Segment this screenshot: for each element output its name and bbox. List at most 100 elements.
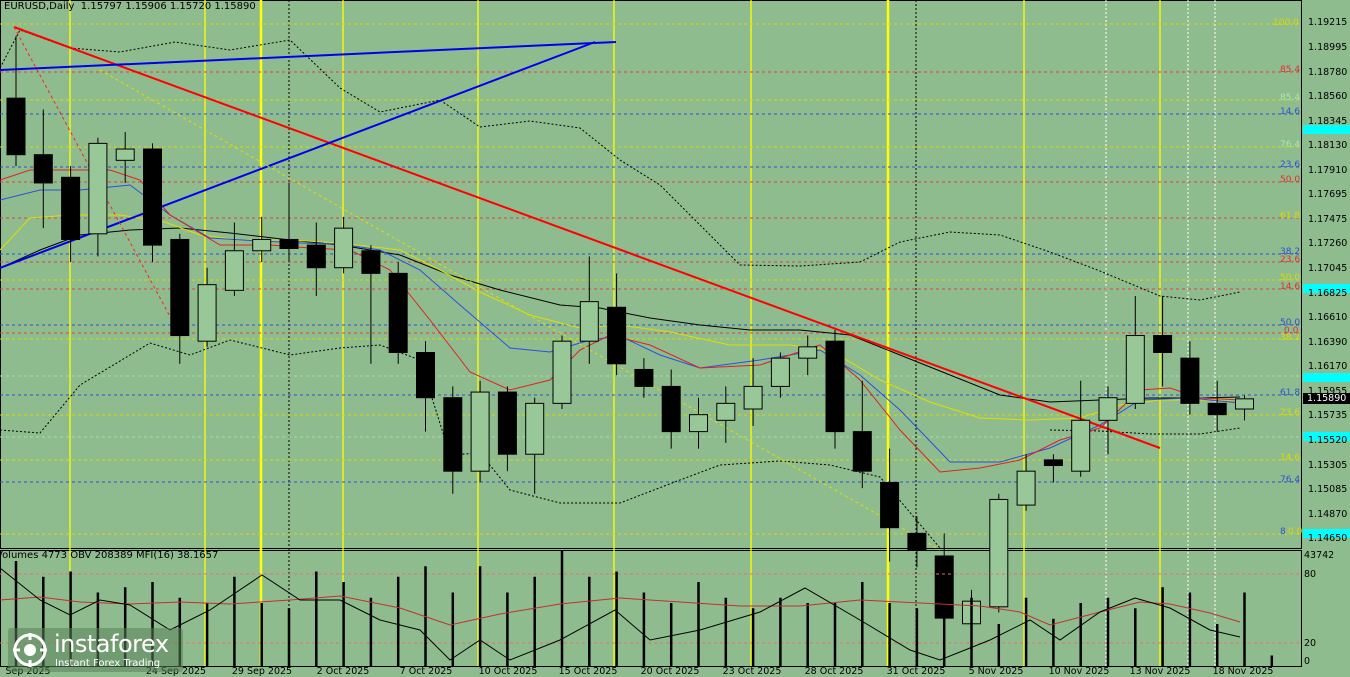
indicator-tick: 43742 <box>1304 550 1335 561</box>
bull-candle[interactable] <box>798 346 818 359</box>
price-highlight <box>1303 529 1350 538</box>
price-tick: 1.17045 <box>1308 263 1348 274</box>
price-tick: 1.16825 <box>1308 288 1348 299</box>
bear-candle[interactable] <box>416 351 435 399</box>
bear-candle[interactable] <box>1153 335 1173 353</box>
fib-label: 0.0 <box>1284 326 1299 336</box>
bull-candle[interactable] <box>1125 335 1145 404</box>
indicator-tick: 20 <box>1304 638 1317 649</box>
date-tick: 20 Oct 2025 <box>640 666 700 677</box>
price-tick: 1.16170 <box>1308 361 1348 372</box>
bear-candle[interactable] <box>388 272 408 353</box>
bear-candle[interactable] <box>607 306 627 365</box>
fib-label: 76.4 <box>1280 475 1301 485</box>
bear-candle[interactable] <box>279 238 299 250</box>
bull-candle[interactable] <box>224 250 244 291</box>
bear-candle[interactable] <box>907 532 927 551</box>
price-tick: 1.18995 <box>1308 42 1348 53</box>
indicator-header: Volumes 4773 OBV 208389 MFI(16) 38.1657 <box>0 550 219 561</box>
bull-candle[interactable] <box>743 385 763 410</box>
price-tick: 1.17695 <box>1308 189 1348 200</box>
price-tick: 1.17260 <box>1308 238 1348 249</box>
price-tick: 1.18560 <box>1308 91 1348 102</box>
bear-candle[interactable] <box>1207 402 1227 416</box>
logo-tagline: Instant Forex Trading <box>55 658 161 669</box>
bull-candle[interactable] <box>252 238 272 252</box>
obv-line <box>0 567 1241 661</box>
bear-candle[interactable] <box>497 391 517 455</box>
bear-candle[interactable] <box>880 481 900 529</box>
bull-candle[interactable] <box>1071 419 1091 472</box>
bear-candle[interactable] <box>6 97 26 156</box>
indicator-levels <box>0 573 1300 644</box>
price-tick: 1.17475 <box>1308 214 1348 225</box>
price-tick: 1.15735 <box>1308 410 1348 421</box>
price-tick: 1.18345 <box>1308 116 1348 127</box>
bear-candle[interactable] <box>361 250 381 274</box>
indicator-tick: 0 <box>1304 656 1311 667</box>
bull-candle[interactable] <box>334 227 354 269</box>
fibonacci-levels <box>0 23 1300 535</box>
bull-candle[interactable] <box>689 414 708 433</box>
price-tick: 1.17910 <box>1308 165 1348 176</box>
price-highlight <box>1303 432 1350 441</box>
price-tick: 1.18130 <box>1308 140 1348 151</box>
bear-candle[interactable] <box>443 397 463 472</box>
bear-candle[interactable] <box>170 238 190 337</box>
bull-candle[interactable] <box>88 142 108 235</box>
bull-candle[interactable] <box>115 148 135 161</box>
price-tick: 1.19215 <box>1308 17 1348 28</box>
price-highlight <box>1303 284 1350 293</box>
bear-candle[interactable] <box>1043 459 1063 467</box>
fib-label: 14.6 <box>1280 453 1301 463</box>
indicator-tick: 80 <box>1304 569 1317 580</box>
chart-header: EURUSD,Daily 1.15797 1.15906 1.15720 1.1… <box>4 1 256 12</box>
main-chart-frame <box>0 0 1302 549</box>
fib-label: 0.0 <box>1288 527 1303 537</box>
bull-candle[interactable] <box>552 340 572 404</box>
price-tick: 1.14650 <box>1308 533 1348 544</box>
date-tick: 29 Sep 2025 <box>231 666 293 677</box>
date-tick: 7 Oct 2025 <box>399 666 453 677</box>
bull-candle[interactable] <box>770 357 790 387</box>
indicator-frame <box>0 550 1302 667</box>
fib-label: 76.4 <box>1280 140 1301 150</box>
fib-label: 38.2 <box>1280 333 1301 343</box>
logo-icon <box>13 633 47 667</box>
bear-candle[interactable] <box>33 154 53 184</box>
bull-candle[interactable] <box>470 391 490 472</box>
fib-label: 23.6 <box>1280 408 1301 418</box>
bear-candle[interactable] <box>306 244 326 269</box>
fib-label: 50.0 <box>1280 175 1301 185</box>
bull-candle[interactable] <box>989 498 1009 608</box>
fib-label: 23.6 <box>1280 160 1301 170</box>
bear-candle[interactable] <box>825 340 845 433</box>
fib-label: 38.2 <box>1280 247 1301 257</box>
bear-candle[interactable] <box>661 385 681 433</box>
fib-label: 85.4 <box>1280 93 1301 103</box>
bull-candle[interactable] <box>716 402 736 421</box>
price-tick: 1.15520 <box>1308 435 1348 446</box>
bull-candle[interactable] <box>1016 470 1036 506</box>
fib-label: 61.8 <box>1280 211 1301 221</box>
bear-candle[interactable] <box>852 431 872 472</box>
fib-label: 14.6 <box>1280 107 1301 117</box>
fib-label: 14.6 <box>1280 282 1301 292</box>
bull-candle[interactable] <box>1235 398 1254 410</box>
date-tick: 15 Oct 2025 <box>558 666 618 677</box>
date-tick: 10 Nov 2025 <box>1048 666 1110 677</box>
symbol-label: EURUSD,Daily <box>4 1 75 12</box>
ohlc-values: 1.15797 1.15906 1.15720 1.15890 <box>80 1 256 12</box>
bear-candle[interactable] <box>1180 357 1200 404</box>
bull-candle[interactable] <box>525 402 545 455</box>
logo-name: instaforex <box>54 630 169 658</box>
bull-candle[interactable] <box>1098 397 1118 421</box>
price-tick: 1.16390 <box>1308 337 1348 348</box>
fib-label: 23.6 <box>1280 255 1301 265</box>
bull-candle[interactable] <box>197 284 217 342</box>
bear-candle[interactable] <box>634 368 654 387</box>
bull-candle[interactable] <box>579 301 599 342</box>
bear-candle[interactable] <box>61 176 81 240</box>
bear-candle[interactable] <box>143 148 162 246</box>
